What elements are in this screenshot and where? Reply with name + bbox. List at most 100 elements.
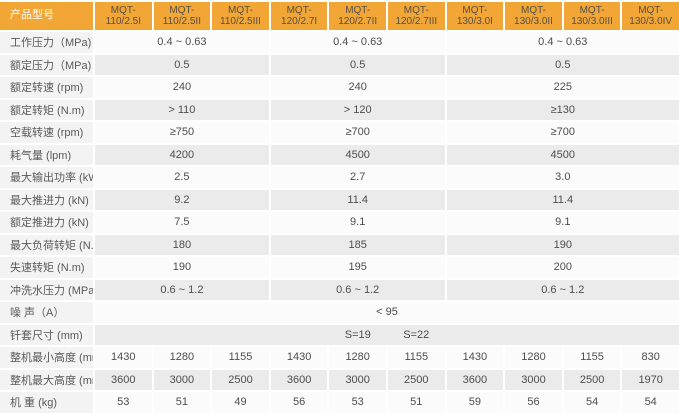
value-cell: 190 [446,234,679,255]
sleeve-value-s19: S=19 [344,328,371,341]
value-cell: 3600 [446,369,504,390]
value-cell: 2500 [387,369,445,390]
value-cell: 49 [212,392,269,413]
model-header: MQT- 120/2.7III [387,2,445,30]
value-cell: 0.6 ~ 1.2 [446,279,679,300]
value-cell: 0.4 ~ 0.63 [446,32,679,53]
model-line1: MQT- [403,4,429,16]
value-cell: 1430 [446,347,504,368]
value-cell: 1970 [622,369,679,390]
model-header: MQT- 120/2.7I [270,2,328,30]
row-label-air-consumption: 耗气量 (lpm) [0,144,93,165]
value-cell: 2500 [563,369,621,390]
model-line1: MQT- [110,4,136,16]
value-cell: 200 [446,257,679,278]
value-cell: 1430 [270,347,328,368]
model-line1: MQT- [345,4,371,16]
value-cell: 59 [446,392,504,413]
model-line2: 130/3.0I [456,16,493,27]
value-cell: > 110 [95,99,269,120]
model-line1: MQT- [638,4,664,16]
value-cell: ≥750 [95,122,269,143]
model-line1: MQT- [520,4,546,16]
model-line2: 110/2.5II [162,16,201,27]
row-label-min-height: 整机最小高度 (mm) [0,347,93,368]
row-label-rated-thrust: 额定推进力 (kN) [0,212,93,233]
value-cell: 185 [270,234,445,255]
value-cell-noise: < 95 [95,302,679,323]
value-cell: 195 [270,257,445,278]
value-cell: 2.5 [95,167,269,188]
value-cell: 0.4 ~ 0.63 [270,32,445,53]
value-cell: 0.6 ~ 1.2 [270,279,445,300]
value-cell: 53 [95,392,152,413]
row-label-no-load-speed: 空载转速 (rpm) [0,122,93,143]
row-label-noise: 噪 声（A） [0,302,93,323]
value-cell: 9.2 [95,189,269,210]
model-header: MQT- 110/2.5I [95,2,152,30]
row-label-working-pressure: 工作压力（MPa) [0,32,93,53]
row-label-stall-torque: 失速转矩 (N.m) [0,257,93,278]
value-cell: 1155 [563,347,621,368]
value-cell: 3000 [153,369,211,390]
value-cell: 9.1 [446,212,679,233]
model-line1: MQT- [579,4,605,16]
value-cell: 0.5 [270,54,445,75]
value-cell: 0.5 [95,54,269,75]
model-line2: 120/2.7I [281,16,318,27]
value-cell: ≥700 [270,122,445,143]
model-header: MQT- 130/3.0II [505,2,562,30]
value-cell: ≥130 [446,99,679,120]
value-cell: 4500 [446,144,679,165]
row-label-rated-torque: 额定转矩 (N.m) [0,99,93,120]
row-label-machine-weight: 机 重 (kg) [0,392,93,413]
value-cell: 54 [563,392,621,413]
model-line1: MQT- [227,4,253,16]
model-line2: 130/3.0III [571,16,613,27]
value-cell: 4200 [95,144,269,165]
value-cell: 2500 [212,369,269,390]
value-cell: 51 [153,392,211,413]
value-cell: 7.5 [95,212,269,233]
value-cell: 51 [387,392,445,413]
value-cell: 0.4 ~ 0.63 [95,32,269,53]
value-cell: 1280 [153,347,211,368]
model-line1: MQT- [462,4,488,16]
value-cell: ≥700 [446,122,679,143]
value-cell: 11.4 [446,189,679,210]
value-cell: 1280 [505,347,562,368]
value-cell: 11.4 [270,189,445,210]
value-cell: 56 [270,392,328,413]
row-label-max-height: 整机最大高度 (mm) [0,369,93,390]
value-cell: 1155 [212,347,269,368]
value-cell: 180 [95,234,269,255]
model-line2: 130/3.0II [514,16,553,27]
model-header: MQT- 130/3.0III [563,2,621,30]
value-cell: 240 [270,77,445,98]
value-cell: 1280 [329,347,386,368]
value-cell: 3000 [329,369,386,390]
sleeve-value-s22: S=22 [403,328,430,341]
model-line2: 110/2.5I [105,16,141,27]
value-cell: 3000 [505,369,562,390]
value-cell: 1155 [387,347,445,368]
model-line2: 110/2.5III [220,16,261,27]
model-line2: 120/2.7II [338,16,378,27]
row-label-flushing-water-pressure: 冲洗水压力 (MPa) [0,279,93,300]
value-cell: 9.1 [270,212,445,233]
value-cell: 1430 [95,347,152,368]
model-header: MQT- 110/2.5II [153,2,211,30]
model-header: MQT- 130/3.0IV [622,2,679,30]
value-cell: 2.7 [270,167,445,188]
value-cell: 3600 [270,369,328,390]
model-line1: MQT- [286,4,312,16]
value-cell: 190 [95,257,269,278]
value-cell: 4500 [270,144,445,165]
corner-header-product-model: 产品型号 [0,2,93,30]
model-header: MQT- 120/2.7II [329,2,386,30]
value-cell: 240 [95,77,269,98]
row-label-max-thrust: 最大推进力 (kN) [0,189,93,210]
value-cell: 3.0 [446,167,679,188]
